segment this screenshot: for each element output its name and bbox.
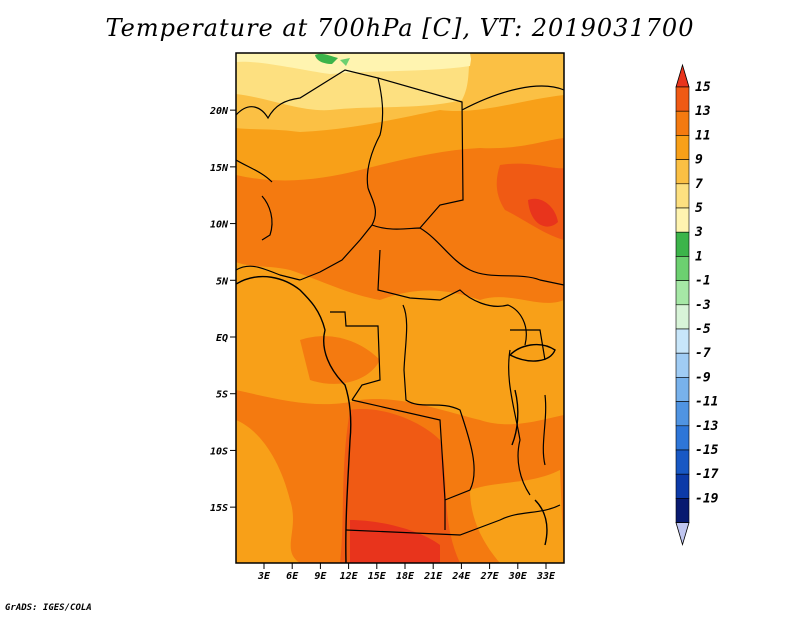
- lon-label: 6E: [286, 571, 299, 582]
- colorbar-label: -13: [695, 419, 719, 434]
- colorbar-swatch: [675, 473, 690, 499]
- lat-label: 5S: [216, 390, 228, 401]
- colorbar-swatch: [675, 401, 690, 427]
- colorbar-swatch: [675, 86, 690, 112]
- lon-label: 9E: [314, 571, 327, 582]
- footer-credit: GrADS: IGES/COLA: [5, 603, 92, 613]
- colorbar-label: 13: [695, 104, 711, 119]
- lon-label: 30E: [508, 571, 528, 582]
- colorbar-label: -17: [695, 467, 719, 482]
- colorbar-label: 5: [695, 201, 703, 216]
- colorbar-bottom-arrow: [675, 522, 690, 547]
- colorbar-label: 1: [695, 249, 703, 264]
- lon-label: 18E: [396, 571, 415, 582]
- lat-label: 5N: [216, 276, 229, 287]
- colorbar-swatch: [675, 425, 690, 451]
- colorbar-swatch: [675, 159, 690, 185]
- colorbar-label: 3: [694, 225, 703, 240]
- chart-title: Temperature at 700hPa [C], VT: 201903170…: [105, 14, 695, 42]
- colorbar-label: -9: [695, 370, 711, 385]
- colorbar-label: -7: [695, 346, 711, 361]
- longitude-axis: 3E 6E 9E 12E 15E 18E 21E 24E 27E 30E 33E: [257, 563, 556, 582]
- colorbar-swatch: [675, 135, 690, 160]
- lat-label: EQ: [216, 333, 228, 344]
- lon-label: 24E: [451, 571, 471, 582]
- lat-label: 15S: [210, 503, 228, 514]
- colorbar-swatch: [675, 304, 690, 330]
- country-borders: [236, 69, 564, 536]
- colorbar-swatch: [675, 280, 690, 306]
- colorbar-swatch: [675, 352, 690, 378]
- colorbar-label: -15: [695, 443, 719, 458]
- colorbar-label: -11: [695, 395, 718, 410]
- colorbar-swatch: [675, 110, 690, 136]
- lat-label: 10N: [210, 220, 229, 231]
- map-frame: [235, 52, 565, 564]
- lon-label: 21E: [423, 571, 443, 582]
- colorbar-label: 9: [695, 153, 703, 168]
- lat-label: 20N: [209, 106, 229, 117]
- colorbar-swatch: [675, 207, 690, 233]
- colorbar-label: 7: [695, 177, 703, 192]
- colorbar-top-arrow: [675, 63, 690, 88]
- lon-label: 33E: [536, 571, 556, 582]
- colorbar: 15 13 11 9 7 5 3 1 -1 -3 -5 -7 -9 -11 -13 -15 -17 -19: [675, 63, 719, 547]
- colorbar-swatch: [675, 256, 690, 281]
- colorbar-swatch: [675, 183, 690, 209]
- colorbar-label: -1: [695, 274, 711, 289]
- colorbar-label: 11: [695, 128, 711, 143]
- colorbar-swatch: [675, 377, 690, 402]
- lon-label: 27E: [480, 571, 500, 582]
- colorbar-swatch: [675, 231, 690, 257]
- lat-label: 15N: [210, 163, 229, 174]
- colorbar-label: -3: [695, 298, 711, 313]
- lat-label: 10S: [210, 446, 228, 457]
- colorbar-label: 15: [695, 80, 711, 95]
- temperature-field: [236, 53, 564, 563]
- colorbar-swatch: [675, 498, 690, 523]
- colorbar-swatch: [675, 449, 690, 475]
- lon-label: 15E: [368, 571, 387, 582]
- colorbar-label: -5: [695, 322, 711, 337]
- colorbar-swatch: [675, 328, 690, 354]
- lon-label: 12E: [340, 571, 359, 582]
- latitude-axis: 20N 15N 10N 5N EQ 5S 10S 15S: [209, 106, 236, 514]
- coastline: [236, 275, 556, 563]
- colorbar-label: -19: [695, 491, 719, 506]
- lon-label: 3E: [257, 571, 271, 582]
